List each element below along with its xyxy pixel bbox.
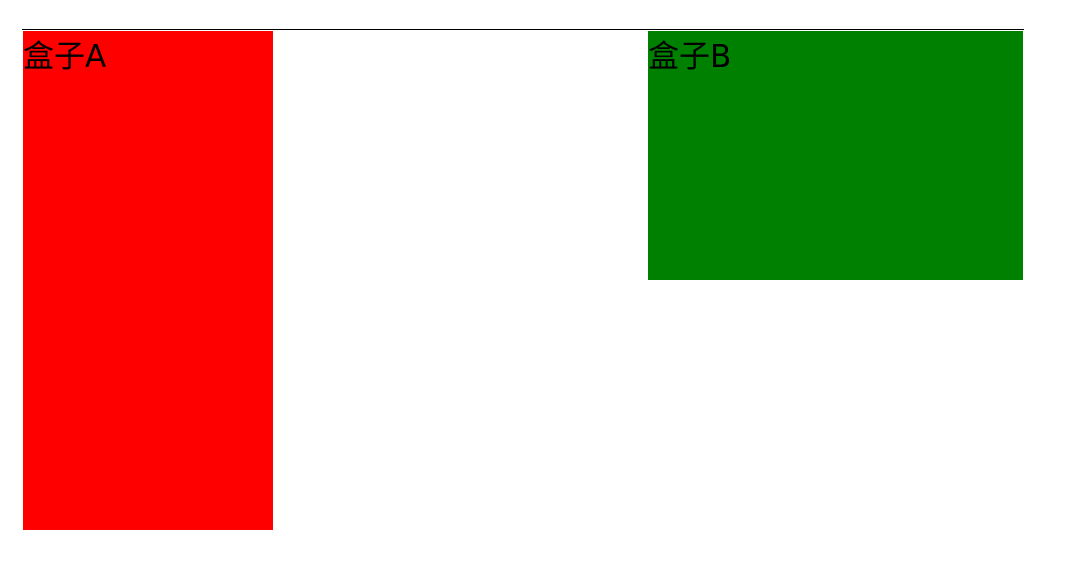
box-b: 盒子B (648, 31, 1023, 280)
box-b-label: 盒子B (648, 39, 732, 75)
box-a-label: 盒子A (23, 39, 107, 75)
box-a: 盒子A (23, 31, 273, 530)
container-top-border (22, 29, 1024, 31)
